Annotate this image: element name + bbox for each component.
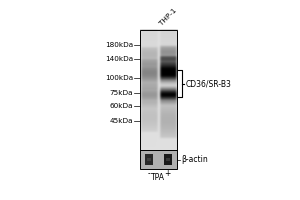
Text: +: +	[164, 169, 171, 178]
Bar	[140, 30, 177, 150]
Text: THP-1: THP-1	[158, 8, 178, 27]
Text: 75kDa: 75kDa	[109, 90, 133, 96]
Text: 180kDa: 180kDa	[105, 42, 133, 48]
Text: -: -	[148, 169, 151, 178]
Text: β-actin: β-actin	[182, 155, 208, 164]
Text: 100kDa: 100kDa	[105, 75, 133, 81]
Bar	[166, 158, 170, 161]
Bar	[145, 154, 153, 165]
Text: 140kDa: 140kDa	[105, 56, 133, 62]
Bar	[147, 158, 151, 161]
Text: CD36/SR-B3: CD36/SR-B3	[185, 79, 231, 88]
Bar	[140, 150, 177, 169]
Text: 45kDa: 45kDa	[109, 118, 133, 124]
Text: TPA: TPA	[152, 174, 165, 182]
Text: 60kDa: 60kDa	[109, 103, 133, 109]
Bar	[164, 154, 172, 165]
